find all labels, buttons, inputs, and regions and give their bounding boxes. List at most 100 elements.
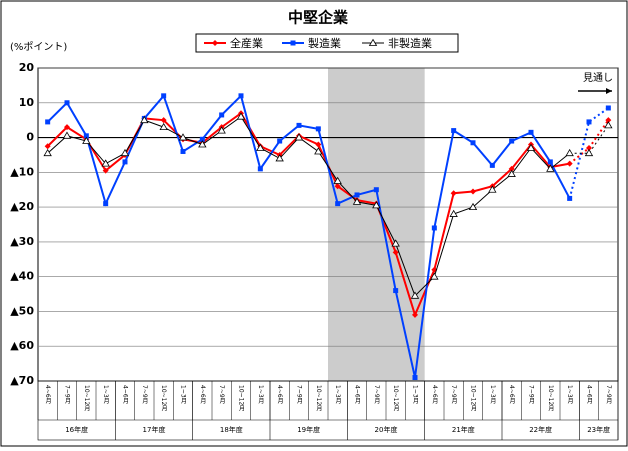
- x-tick-label: 7~9月: [296, 385, 303, 405]
- point: [373, 187, 379, 193]
- point: [565, 148, 574, 157]
- point: [586, 144, 592, 151]
- point: [372, 201, 381, 209]
- x-tick-label: 10~12月: [160, 385, 167, 413]
- point: [488, 185, 497, 193]
- chart-title: 中堅企業: [288, 9, 349, 27]
- group-label: 20年度: [375, 425, 398, 434]
- point: [277, 138, 283, 144]
- group-label: 23年度: [587, 425, 610, 434]
- y-tick-label: ▲40: [10, 270, 34, 283]
- x-tick-label: 4~6月: [431, 385, 438, 405]
- point: [62, 131, 72, 139]
- point: [410, 291, 420, 299]
- point: [159, 122, 168, 131]
- point: [605, 105, 611, 111]
- point: [393, 288, 399, 294]
- point: [102, 167, 109, 174]
- point: [219, 112, 225, 118]
- point: [526, 143, 536, 151]
- point: [315, 126, 321, 132]
- y-tick-label: ▲60: [10, 339, 34, 352]
- point: [333, 176, 342, 184]
- point: [431, 225, 437, 231]
- group-label: 19年度: [297, 425, 320, 434]
- point: [566, 160, 573, 167]
- point: [103, 201, 109, 207]
- point: [354, 192, 360, 198]
- point: [290, 40, 296, 46]
- point: [161, 93, 167, 99]
- legend-label: 非製造業: [388, 36, 432, 50]
- point: [430, 272, 439, 280]
- point: [198, 140, 207, 148]
- point: [296, 122, 302, 128]
- point: [180, 148, 186, 154]
- point: [584, 148, 594, 157]
- x-tick-label: 4~6月: [586, 385, 593, 405]
- point: [489, 162, 495, 168]
- point: [64, 124, 70, 131]
- y-tick-label: ▲70: [10, 374, 34, 387]
- y-tick-label: ▲50: [10, 304, 34, 317]
- x-tick-label: 7~9月: [141, 385, 148, 405]
- x-tick-label: 4~6月: [44, 385, 51, 405]
- point: [352, 197, 362, 205]
- point: [546, 164, 555, 172]
- x-tick-label: 4~6月: [354, 385, 361, 405]
- point: [547, 159, 553, 165]
- point: [294, 133, 304, 141]
- point: [470, 140, 476, 146]
- point: [392, 249, 399, 256]
- annotation: 見通し: [583, 72, 613, 84]
- x-tick-label: 10~12月: [238, 385, 245, 413]
- point: [256, 143, 265, 151]
- x-tick-label: 4~6月: [508, 385, 515, 405]
- y-tick-label: 0: [26, 131, 34, 144]
- x-tick-label: 7~9月: [218, 385, 225, 405]
- x-tick-label: 1~3月: [412, 385, 419, 405]
- point: [567, 195, 573, 201]
- x-tick-label: 7~9月: [450, 385, 457, 405]
- y-tick-label: 20: [19, 61, 35, 74]
- point: [212, 40, 218, 46]
- legend-label: 全産業: [230, 36, 263, 50]
- point: [605, 117, 612, 124]
- x-tick-label: 1~3月: [334, 385, 341, 405]
- point: [507, 169, 516, 177]
- x-tick-label: 7~9月: [373, 385, 380, 405]
- point: [238, 93, 244, 99]
- group-label: 18年度: [220, 425, 243, 434]
- point: [391, 239, 400, 247]
- x-tick-label: 10~12月: [470, 385, 477, 413]
- legend-label: 製造業: [308, 36, 341, 50]
- point: [257, 166, 263, 172]
- arrow-head: [606, 88, 612, 94]
- point: [508, 165, 515, 172]
- point: [604, 121, 613, 129]
- forecast-line: [568, 107, 609, 199]
- point: [178, 133, 188, 141]
- series-line: [47, 115, 570, 297]
- point: [450, 190, 457, 197]
- x-tick-label: 1~3月: [489, 385, 496, 405]
- x-tick-label: 10~12月: [83, 385, 90, 413]
- y-tick-label: 10: [19, 96, 35, 109]
- point: [412, 311, 418, 318]
- x-tick-label: 10~12月: [315, 385, 322, 413]
- x-tick-label: 4~6月: [276, 385, 283, 405]
- point: [468, 202, 478, 211]
- point: [335, 201, 341, 207]
- x-tick-label: 10~12月: [392, 385, 399, 413]
- y-axis-label: (%ポイント): [10, 41, 67, 53]
- point: [236, 112, 246, 120]
- x-tick-label: 1~3月: [180, 385, 187, 405]
- point: [368, 38, 378, 46]
- point: [275, 154, 284, 162]
- point: [314, 147, 323, 155]
- point: [451, 128, 457, 134]
- point: [160, 117, 167, 124]
- shaded-period: [328, 68, 425, 381]
